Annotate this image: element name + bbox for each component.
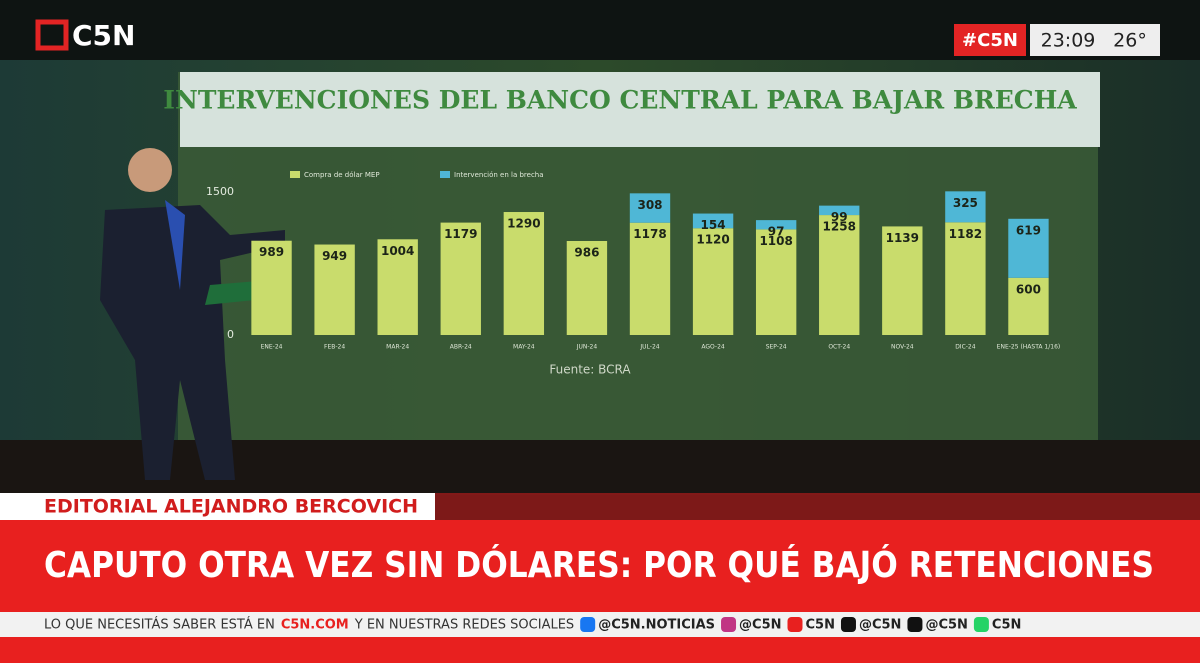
ticker-text: C5N [992,618,1021,633]
bar [566,241,608,335]
headline-box [0,520,1200,612]
ticker-text: Y EN NUESTRAS REDES SOCIALES [354,618,574,633]
logo: C5N [72,19,135,52]
ticker-text: C5N.COM [281,618,349,633]
bar [692,228,734,335]
y-tick-label: 1500 [206,185,234,198]
x-tick-label: DIC-24 [955,344,976,351]
ticker-box [0,612,1200,637]
legend-label: Intervención en la brecha [454,171,544,179]
data-label: 989 [259,245,284,259]
hashtag-box [954,24,1026,56]
bar [1008,218,1049,278]
data-label: 325 [953,196,978,210]
bar [755,229,797,335]
x-tick-label: OCT-24 [828,344,850,351]
data-label: 986 [574,246,599,260]
x-tick-label: ABR-24 [450,344,472,351]
bar [629,193,671,223]
ticker-text: @C5N [739,618,781,633]
x-tick-label: NOV-24 [891,344,914,351]
temperature: 26° [1113,30,1147,52]
x-tick-label: AGO-24 [701,344,725,351]
x-tick-label: MAR-24 [386,344,409,351]
bar [755,220,797,230]
data-label: 1290 [507,217,540,231]
clock-box [1030,24,1160,56]
clock: 23:09 [1041,30,1096,52]
data-label: 949 [322,249,347,263]
social-icon [787,617,803,632]
social-icon [721,617,737,632]
ticker-text: @C5N [925,618,967,633]
ticker-text: LO QUE NECESITÁS SABER ESTÁ EN [44,617,275,633]
social-icon [840,617,856,632]
y-tick-label: 0 [227,328,234,341]
bar [440,222,481,335]
bottom-strip [0,637,1200,663]
x-tick-label: SEP-24 [766,344,787,351]
data-label: 1178 [633,227,666,241]
ticker-text: @C5N [859,618,901,633]
bar [819,215,860,335]
x-tick-label: JUL-24 [639,344,659,351]
section-label: EDITORIAL ALEJANDRO BERCOVICH [44,496,418,518]
bar [945,191,986,223]
section-strip [435,493,1200,520]
legend-swatch [290,171,300,178]
data-label: 97 [768,225,785,239]
ticker: LO QUE NECESITÁS SABER ESTÁ EN C5N.COM Y E… [44,617,1021,633]
x-tick-label: ENE-25 (HASTA 1/16) [997,344,1061,351]
headline: CAPUTO OTRA VEZ SIN DÓLARES: POR QUÉ BAJ… [44,544,1154,586]
x-tick-label: MAY-24 [513,344,535,351]
data-label: 1179 [444,227,477,241]
bar [503,212,545,335]
data-label: 600 [1016,282,1041,296]
data-label: 1258 [823,220,856,234]
data-label: 1120 [696,233,729,247]
bar [692,213,734,229]
bar [314,244,355,335]
chart-title: INTERVENCIONES DEL BANCO CENTRAL PARA BA… [163,86,1077,115]
data-label: 1182 [949,227,982,241]
bar [1008,277,1049,335]
data-label: 1004 [381,244,414,258]
chart-source: Fuente: BCRA [549,363,631,377]
bar [251,240,292,335]
legend-label: Compra de dólar MEP [304,171,380,179]
bar [945,222,986,335]
ticker-text: C5N [806,618,835,633]
data-label: 308 [637,198,662,212]
social-icon [973,617,989,632]
section-box [0,493,435,520]
ticker-text: @C5N.NOTICIAS [598,618,715,633]
data-label: 1108 [759,234,792,248]
bar [377,239,418,335]
social-icon [907,617,923,632]
x-tick-label: FEB-24 [324,344,345,351]
bar [882,226,923,335]
data-label: 619 [1016,223,1041,237]
x-tick-label: ENE-24 [261,344,283,351]
social-icon [580,617,596,632]
data-label: 99 [831,210,848,224]
logo-mark [35,19,69,51]
bar [629,222,671,335]
bar [819,205,860,216]
legend-swatch [440,171,450,178]
data-label: 1139 [886,231,919,245]
title-band [180,72,1100,147]
data-label: 154 [701,218,726,232]
x-tick-label: JUN-24 [576,344,598,351]
floor [0,440,1200,495]
hashtag: #C5N [962,30,1018,51]
